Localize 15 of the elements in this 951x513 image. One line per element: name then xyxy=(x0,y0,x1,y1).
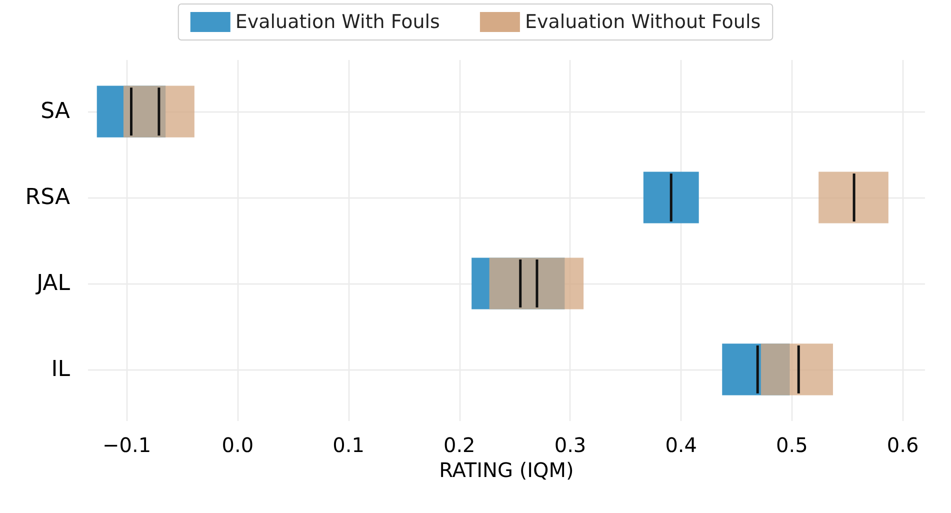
y-tick-label: IL xyxy=(51,356,71,382)
y-tick-label: RSA xyxy=(25,185,70,210)
x-tick-label: −0.1 xyxy=(102,433,152,457)
legend-label: Evaluation Without Fouls xyxy=(524,11,761,33)
x-tick-label: 0.4 xyxy=(665,433,698,457)
x-tick-label: 0.2 xyxy=(443,433,476,457)
x-tick-label: 0.1 xyxy=(332,433,364,457)
x-tick-label: 0.6 xyxy=(886,433,919,457)
y-tick-label: JAL xyxy=(34,270,71,296)
y-tick-label: SA xyxy=(40,99,70,124)
x-axis-title: RATING (IQM) xyxy=(439,458,574,482)
x-tick-label: 0.3 xyxy=(554,433,586,457)
x-tick-label: 0.5 xyxy=(776,433,808,457)
x-tick-label: 0.0 xyxy=(222,433,254,457)
legend-label: Evaluation With Fouls xyxy=(235,11,440,33)
